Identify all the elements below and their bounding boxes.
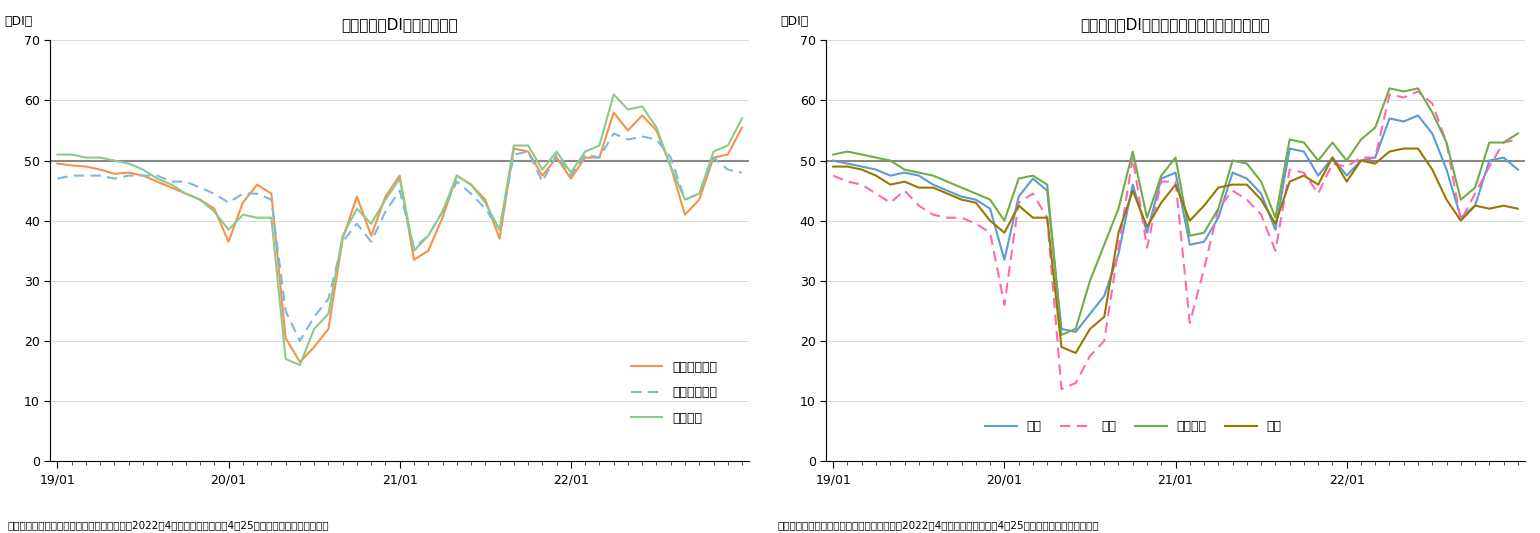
Legend: 小売, 飲食, サービス, 住宅: 小売, 飲食, サービス, 住宅 (981, 415, 1287, 438)
Title: 先行き判断DIの内訳の推移: 先行き判断DIの内訳の推移 (342, 17, 457, 32)
Text: （出所）内閣府「景気ウォッチャー調査」（2022年4月調査、調査期間：4月25日から月末、季節調整値）: （出所）内閣府「景気ウォッチャー調査」（2022年4月調査、調査期間：4月25日… (778, 520, 1100, 530)
Legend: 家計動向関連, 企業動向関連, 雇用関連: 家計動向関連, 企業動向関連, 雇用関連 (625, 356, 722, 430)
Text: （DI）: （DI） (781, 15, 808, 28)
Text: （出所）内閣府「景気ウォッチャー調査」（2022年4月調査、調査期間：4月25日から月末、季節調整値）: （出所）内閣府「景気ウォッチャー調査」（2022年4月調査、調査期間：4月25日… (8, 520, 330, 530)
Title: 先行き判断DI（家計動向関連）の内訳の推移: 先行き判断DI（家計動向関連）の内訳の推移 (1081, 17, 1270, 32)
Text: （DI）: （DI） (5, 15, 32, 28)
